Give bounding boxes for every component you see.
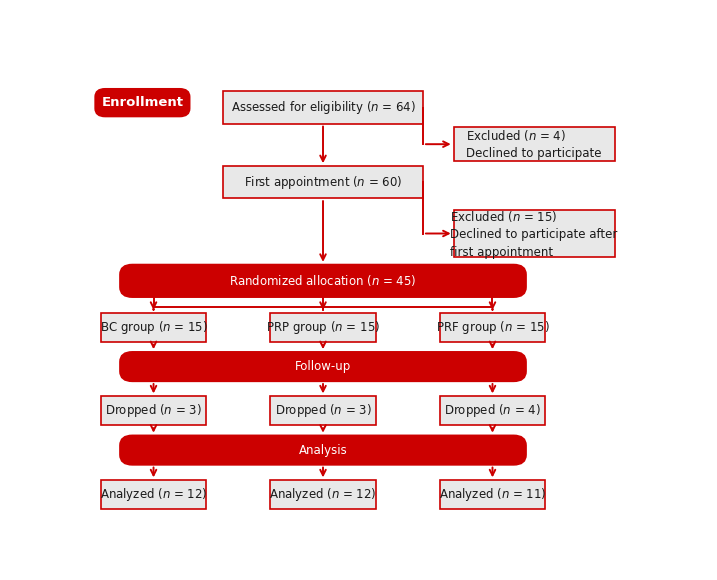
Text: Randomized allocation ($n$ = 45): Randomized allocation ($n$ = 45) bbox=[229, 273, 417, 288]
Text: Dropped ($n$ = 3): Dropped ($n$ = 3) bbox=[105, 403, 202, 419]
FancyBboxPatch shape bbox=[120, 352, 526, 381]
Text: Assessed for eligibility ($n$ = 64): Assessed for eligibility ($n$ = 64) bbox=[230, 99, 416, 116]
Text: Enrollment: Enrollment bbox=[101, 96, 184, 109]
Bar bbox=[454, 210, 614, 257]
Text: Dropped ($n$ = 4): Dropped ($n$ = 4) bbox=[444, 403, 541, 419]
Text: Analyzed ($n$ = 12): Analyzed ($n$ = 12) bbox=[270, 486, 376, 503]
Bar bbox=[223, 92, 423, 124]
Text: Analyzed ($n$ = 11): Analyzed ($n$ = 11) bbox=[439, 486, 546, 503]
FancyBboxPatch shape bbox=[95, 89, 189, 117]
Bar bbox=[100, 313, 206, 342]
Bar bbox=[100, 480, 206, 509]
Text: Analysis: Analysis bbox=[299, 444, 347, 456]
Text: Dropped ($n$ = 3): Dropped ($n$ = 3) bbox=[275, 403, 371, 419]
Bar bbox=[440, 396, 546, 425]
Text: PRF group ($n$ = 15): PRF group ($n$ = 15) bbox=[436, 319, 549, 336]
Text: Excluded ($n$ = 15)
Declined to participate after
first appointment: Excluded ($n$ = 15) Declined to particip… bbox=[450, 208, 618, 259]
Text: First appointment ($n$ = 60): First appointment ($n$ = 60) bbox=[244, 173, 402, 191]
Text: Follow-up: Follow-up bbox=[295, 360, 351, 373]
Bar bbox=[270, 313, 376, 342]
Text: BC group ($n$ = 15): BC group ($n$ = 15) bbox=[100, 319, 207, 336]
Bar bbox=[270, 480, 376, 509]
FancyBboxPatch shape bbox=[120, 264, 526, 297]
Bar bbox=[100, 396, 206, 425]
Bar bbox=[270, 396, 376, 425]
Text: Analyzed ($n$ = 12): Analyzed ($n$ = 12) bbox=[100, 486, 207, 503]
Text: Excluded ($n$ = 4)
Declined to participate: Excluded ($n$ = 4) Declined to participa… bbox=[467, 128, 602, 161]
Bar bbox=[223, 166, 423, 198]
Bar bbox=[440, 480, 546, 509]
Bar bbox=[440, 313, 546, 342]
FancyBboxPatch shape bbox=[120, 436, 526, 465]
Text: PRP group ($n$ = 15): PRP group ($n$ = 15) bbox=[266, 319, 380, 336]
Bar bbox=[454, 128, 614, 161]
